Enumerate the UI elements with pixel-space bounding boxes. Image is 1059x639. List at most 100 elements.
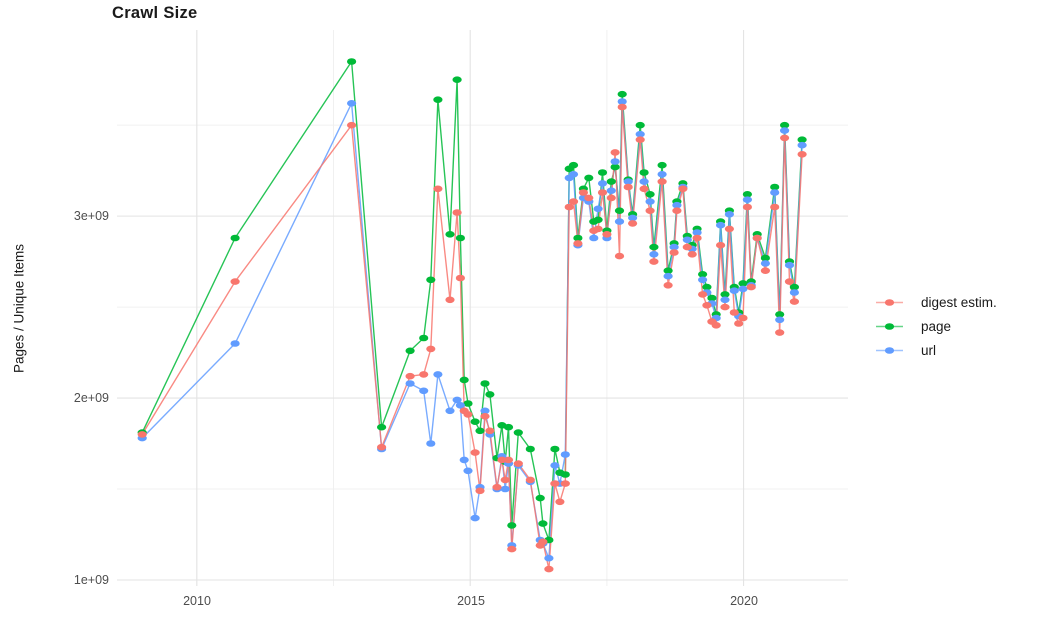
x-tick-label-2010: 2010 [183, 594, 211, 608]
data-point-digestestim [698, 291, 708, 298]
data-point-url [742, 196, 753, 203]
data-point-page [645, 191, 655, 198]
data-point-page [707, 294, 717, 302]
data-point-url [470, 514, 480, 522]
data-point-page [702, 283, 712, 291]
data-point-page [649, 243, 659, 251]
data-point-page [770, 183, 780, 191]
data-point-digestestim [525, 476, 535, 484]
data-point-url [760, 260, 771, 267]
legend-label: digest estim. [921, 295, 997, 310]
data-point-page [377, 423, 387, 431]
data-point-page [470, 418, 480, 426]
data-point-url [463, 467, 473, 475]
data-point-page [635, 121, 645, 129]
data-point-url [455, 402, 465, 409]
data-point-digestestim [742, 203, 753, 211]
data-point-page [525, 445, 535, 453]
y-tick-label-2e09: 2e+09 [73, 391, 109, 405]
data-point-digestestim [797, 151, 807, 158]
data-point-page [573, 234, 583, 242]
data-point-page [347, 58, 357, 65]
data-point-digestestim [623, 183, 633, 191]
data-point-digestestim [724, 225, 735, 233]
data-point-url [628, 214, 638, 222]
data-point-digestestim [513, 460, 523, 467]
data-point-digestestim [480, 413, 490, 420]
data-point-digestestim [711, 322, 721, 329]
data-point-page [452, 76, 462, 83]
data-point-digestestim [568, 198, 579, 205]
data-point-digestestim [784, 278, 795, 285]
data-point-url [419, 387, 429, 395]
data-point-page [568, 161, 579, 169]
data-point-digestestim [702, 302, 712, 309]
data-point-page [738, 280, 748, 287]
data-point-digestestim [578, 189, 589, 196]
data-point-digestestim [606, 194, 616, 202]
data-point-page [503, 423, 514, 431]
data-point-url [617, 98, 627, 105]
data-point-page [535, 494, 545, 502]
data-point-url [500, 485, 510, 493]
data-point-url [433, 371, 443, 378]
data-point-digestestim [584, 194, 594, 202]
legend-key-icon [876, 347, 903, 354]
data-point-page [597, 169, 608, 176]
data-point-digestestim [635, 136, 645, 143]
data-point-url [649, 251, 659, 258]
data-point-url [663, 272, 673, 280]
data-point-digestestim [752, 234, 762, 242]
data-point-digestestim [475, 487, 485, 495]
data-point-page [789, 283, 800, 291]
data-point-digestestim [645, 207, 655, 214]
series-line-page [141, 60, 803, 541]
data-point-url [775, 316, 785, 324]
x-tick-label-2015: 2015 [457, 594, 485, 608]
data-point-url [614, 218, 625, 225]
data-point-digestestim [602, 231, 612, 238]
data-point-page [426, 276, 436, 284]
legend-label: page [921, 319, 952, 334]
data-point-page [459, 376, 469, 384]
data-point-url [445, 407, 455, 415]
legend-key-icon [876, 323, 903, 330]
data-point-digestestim [657, 178, 667, 185]
data-point-page [230, 234, 240, 242]
legend: digest estim. page url [874, 295, 997, 358]
legend-item-url: url [874, 343, 997, 358]
data-point-digestestim [503, 456, 514, 464]
data-point-url [623, 178, 633, 185]
data-point-page [538, 520, 548, 527]
data-point-digestestim [544, 565, 554, 573]
data-point-url [738, 285, 748, 293]
data-point-page [445, 231, 455, 238]
data-point-url [480, 407, 490, 415]
data-point-digestestim [663, 282, 673, 289]
data-point-url [698, 276, 708, 284]
data-point-digestestim [500, 476, 510, 484]
data-point-page [698, 271, 708, 278]
chart-title: Crawl Size [112, 4, 198, 22]
data-point-digestestim [780, 134, 790, 142]
data-point-url [405, 380, 415, 387]
data-point-url [635, 130, 645, 138]
data-point-url [550, 462, 560, 469]
data-point-url [639, 178, 649, 185]
data-point-digestestim [614, 252, 625, 260]
data-point-digestestim [610, 149, 620, 156]
legend-item-digestestim: digest estim. [874, 295, 997, 310]
data-point-page [760, 254, 771, 262]
data-point-digestestim [639, 185, 649, 193]
data-point-digestestim [682, 243, 692, 251]
series-line-url [141, 100, 803, 559]
data-point-digestestim [692, 234, 702, 242]
data-point-page [485, 391, 495, 398]
data-point-digestestim [669, 249, 679, 256]
data-point-url [597, 180, 608, 187]
data-point-url [230, 340, 240, 347]
data-point-url [459, 456, 469, 464]
data-point-page [610, 163, 620, 171]
data-point-page [663, 267, 673, 275]
